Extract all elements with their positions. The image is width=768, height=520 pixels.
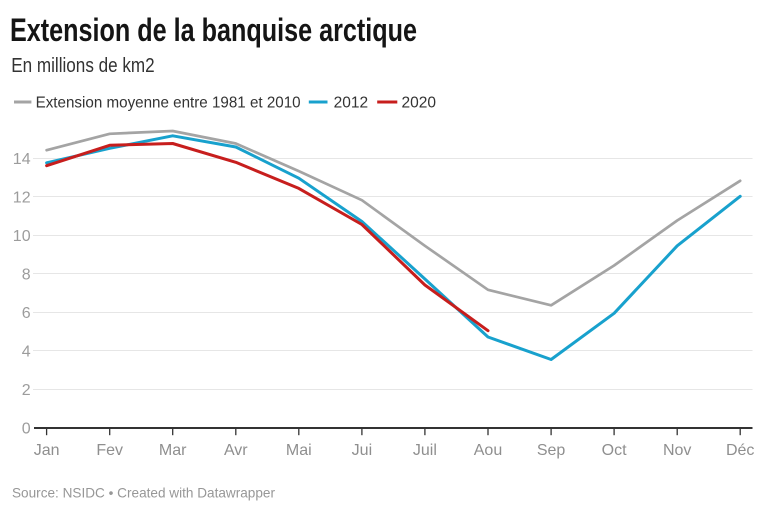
svg-text:4: 4 <box>22 343 31 360</box>
svg-text:10: 10 <box>13 228 31 245</box>
svg-text:0: 0 <box>22 420 31 437</box>
svg-text:14: 14 <box>13 151 31 168</box>
svg-text:En millions de km2: En millions de km2 <box>11 55 155 77</box>
svg-text:Sep: Sep <box>537 442 566 459</box>
svg-text:Extension de la banquise arcti: Extension de la banquise arctique <box>10 12 417 48</box>
svg-text:Mar: Mar <box>159 442 187 459</box>
svg-text:6: 6 <box>22 305 31 322</box>
svg-text:Nov: Nov <box>663 442 692 459</box>
svg-text:2: 2 <box>22 382 31 399</box>
svg-text:Mai: Mai <box>286 442 312 459</box>
svg-text:8: 8 <box>22 267 31 284</box>
svg-text:2012: 2012 <box>334 95 369 112</box>
svg-text:Extension moyenne entre 1981 e: Extension moyenne entre 1981 et 2010 <box>36 95 301 112</box>
svg-text:Déc: Déc <box>726 442 755 459</box>
svg-text:Juil: Juil <box>413 442 437 459</box>
svg-text:Jan: Jan <box>34 442 60 459</box>
svg-text:Aou: Aou <box>474 442 503 459</box>
svg-text:Avr: Avr <box>224 442 248 459</box>
svg-text:12: 12 <box>13 190 31 207</box>
svg-text:Fev: Fev <box>96 442 123 459</box>
svg-text:2020: 2020 <box>402 95 437 112</box>
svg-text:Jui: Jui <box>352 442 373 459</box>
svg-text:Source: NSIDC • Created with D: Source: NSIDC • Created with Datawrapper <box>12 485 275 501</box>
svg-text:Oct: Oct <box>602 442 627 459</box>
